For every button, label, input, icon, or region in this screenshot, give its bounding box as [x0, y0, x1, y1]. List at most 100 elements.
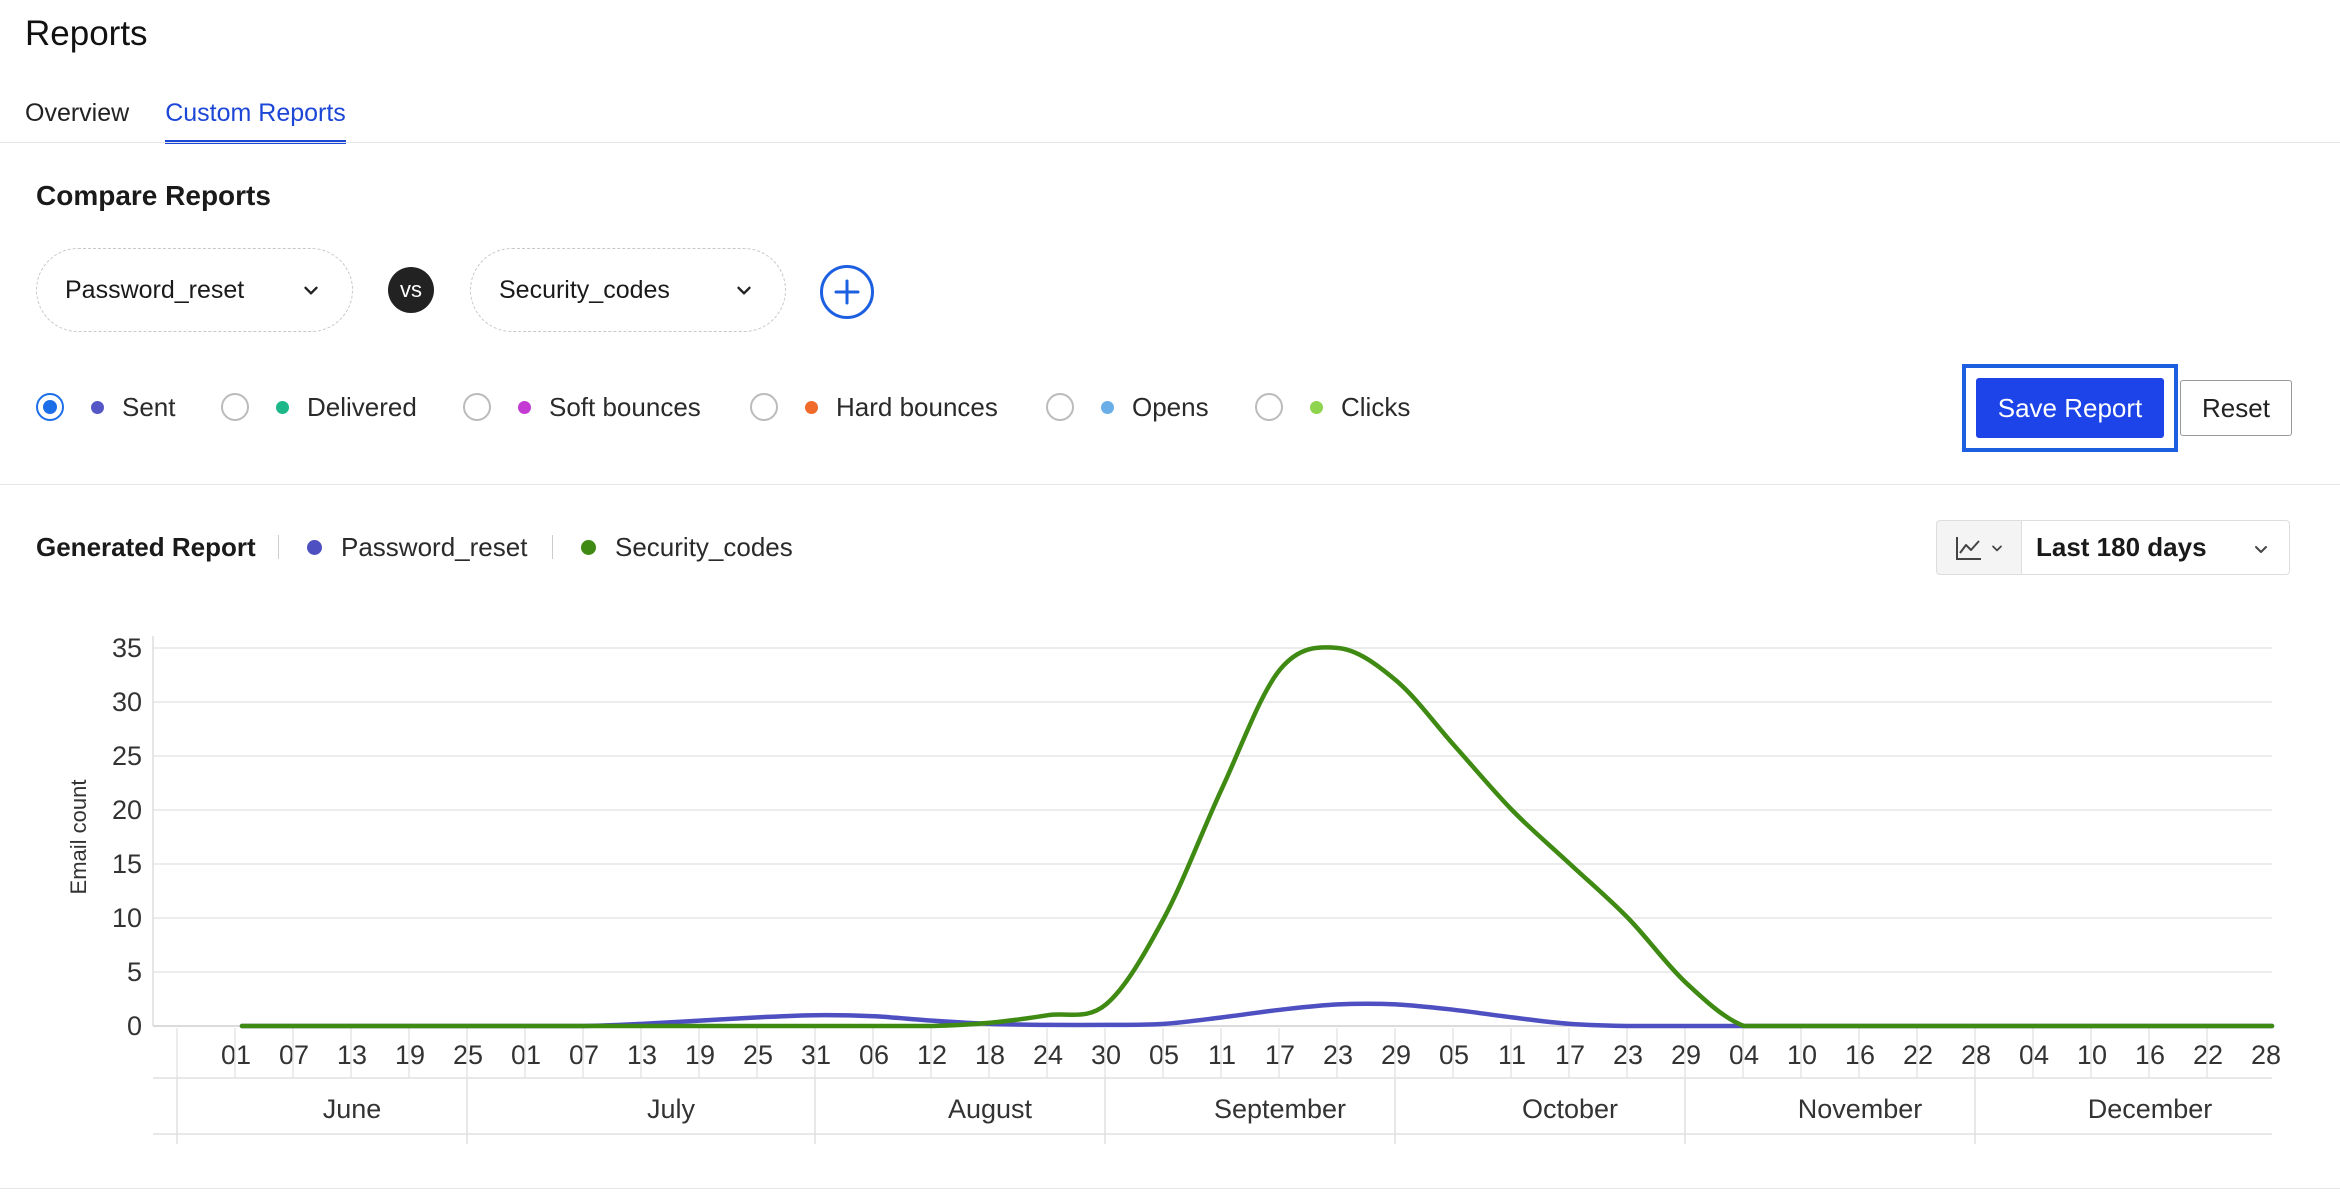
- month-label: November: [1798, 1094, 1923, 1124]
- chevron-down-icon: [737, 286, 751, 295]
- month-label: October: [1522, 1094, 1618, 1124]
- section-divider: [0, 484, 2340, 485]
- add-report-button[interactable]: [820, 265, 874, 319]
- x-tick-label: 10: [1787, 1040, 1817, 1070]
- x-tick-label: 24: [1033, 1040, 1063, 1070]
- tabs-divider: [0, 142, 2340, 143]
- x-tick-label: 28: [1961, 1040, 1991, 1070]
- y-tick-label: 0: [127, 1011, 142, 1041]
- chart-type-select[interactable]: [1936, 520, 2022, 575]
- save-report-button[interactable]: Save Report: [1976, 378, 2164, 438]
- x-tick-label: 23: [1323, 1040, 1353, 1070]
- metric-label: Delivered: [307, 391, 417, 422]
- x-tick-label: 17: [1555, 1040, 1585, 1070]
- metric-opens[interactable]: Opens: [1046, 390, 1209, 424]
- metric-hard-bounces[interactable]: Hard bounces: [750, 390, 998, 424]
- line-chart-icon: [1955, 536, 1981, 560]
- legend-dot: [581, 540, 596, 555]
- metric-sent[interactable]: Sent: [36, 390, 176, 424]
- report-b-value: Security_codes: [499, 275, 670, 304]
- month-label: August: [948, 1094, 1033, 1124]
- metric-radio[interactable]: [750, 393, 778, 421]
- x-tick-label: 29: [1381, 1040, 1411, 1070]
- metric-label: Sent: [122, 391, 176, 422]
- x-tick-label: 01: [221, 1040, 251, 1070]
- plus-icon: [834, 279, 860, 305]
- metric-delivered[interactable]: Delivered: [221, 390, 417, 424]
- x-tick-label: 28: [2251, 1040, 2281, 1070]
- metric-radio[interactable]: [221, 393, 249, 421]
- metric-radio[interactable]: [1255, 393, 1283, 421]
- x-tick-label: 25: [453, 1040, 483, 1070]
- y-tick-label: 35: [112, 633, 142, 663]
- month-label: September: [1214, 1094, 1346, 1124]
- series-line-security-codes: [239, 645, 2275, 1029]
- y-tick-label: 30: [112, 687, 142, 717]
- x-tick-label: 05: [1149, 1040, 1179, 1070]
- date-range-value: Last 180 days: [2036, 532, 2207, 562]
- metric-soft-bounces[interactable]: Soft bounces: [463, 390, 701, 424]
- date-range-select[interactable]: Last 180 days: [2021, 520, 2290, 575]
- metric-color-dot: [91, 400, 104, 414]
- legend-security-codes: Security_codes: [581, 532, 793, 563]
- metric-clicks[interactable]: Clicks: [1255, 390, 1410, 424]
- metric-label: Clicks: [1341, 391, 1411, 422]
- legend-separator: [278, 535, 279, 559]
- chevron-down-icon: [1991, 545, 2002, 551]
- x-tick-label: 11: [1498, 1040, 1526, 1070]
- metric-color-dot: [1310, 400, 1323, 414]
- x-tick-label: 13: [627, 1040, 657, 1070]
- x-tick-label: 31: [801, 1040, 831, 1070]
- x-tick-label: 22: [1903, 1040, 1933, 1070]
- report-b-select[interactable]: Security_codes: [470, 248, 786, 332]
- month-label: July: [647, 1094, 696, 1124]
- x-tick-label: 25: [743, 1040, 773, 1070]
- compare-reports-title: Compare Reports: [36, 180, 271, 211]
- x-tick-label: 11: [1208, 1040, 1236, 1070]
- month-label: June: [323, 1094, 382, 1124]
- tab-custom-reports[interactable]: Custom Reports: [165, 96, 346, 144]
- x-tick-label: 22: [2193, 1040, 2223, 1070]
- save-report-focus-ring: Save Report: [1962, 364, 2178, 452]
- x-tick-label: 07: [279, 1040, 309, 1070]
- legend-label: Password_reset: [341, 532, 528, 562]
- y-tick-label: 20: [112, 795, 142, 825]
- x-tick-label: 18: [975, 1040, 1005, 1070]
- x-tick-label: 30: [1091, 1040, 1121, 1070]
- legend-dot: [307, 540, 322, 555]
- x-tick-label: 17: [1265, 1040, 1295, 1070]
- month-label: December: [2088, 1094, 2213, 1124]
- x-tick-label: 04: [2019, 1040, 2049, 1070]
- y-tick-label: 15: [112, 849, 142, 879]
- x-tick-label: 19: [395, 1040, 425, 1070]
- x-tick-label: 12: [917, 1040, 947, 1070]
- x-tick-label: 04: [1729, 1040, 1759, 1070]
- y-tick-label: 5: [127, 957, 142, 987]
- generated-report-title: Generated Report: [36, 532, 256, 562]
- x-tick-label: 16: [1845, 1040, 1875, 1070]
- x-tick-label: 07: [569, 1040, 599, 1070]
- report-tabs: Overview Custom Reports: [25, 96, 346, 144]
- reset-button[interactable]: Reset: [2180, 380, 2292, 436]
- legend-separator: [552, 535, 553, 559]
- tab-overview[interactable]: Overview: [25, 99, 130, 127]
- metric-radio[interactable]: [1046, 393, 1074, 421]
- metric-radio[interactable]: [463, 393, 491, 421]
- y-axis-label: Email count: [66, 780, 91, 895]
- metric-options: Sent Delivered Soft bounces Hard bounces…: [0, 390, 1500, 424]
- page-title: Reports: [25, 14, 148, 53]
- series-line-password-reset: [239, 1001, 2275, 1029]
- x-tick-label: 19: [685, 1040, 715, 1070]
- metric-label: Opens: [1132, 391, 1209, 422]
- x-tick-label: 29: [1671, 1040, 1701, 1070]
- metric-radio[interactable]: [36, 393, 64, 421]
- legend-label: Security_codes: [615, 532, 793, 562]
- x-tick-label: 23: [1613, 1040, 1643, 1070]
- metric-color-dot: [276, 400, 289, 414]
- report-a-select[interactable]: Password_reset: [36, 248, 353, 332]
- metric-label: Soft bounces: [549, 391, 701, 422]
- metric-color-dot: [805, 400, 818, 414]
- metric-label: Hard bounces: [836, 391, 998, 422]
- y-tick-label: 10: [112, 903, 142, 933]
- y-tick-label: 25: [112, 741, 142, 771]
